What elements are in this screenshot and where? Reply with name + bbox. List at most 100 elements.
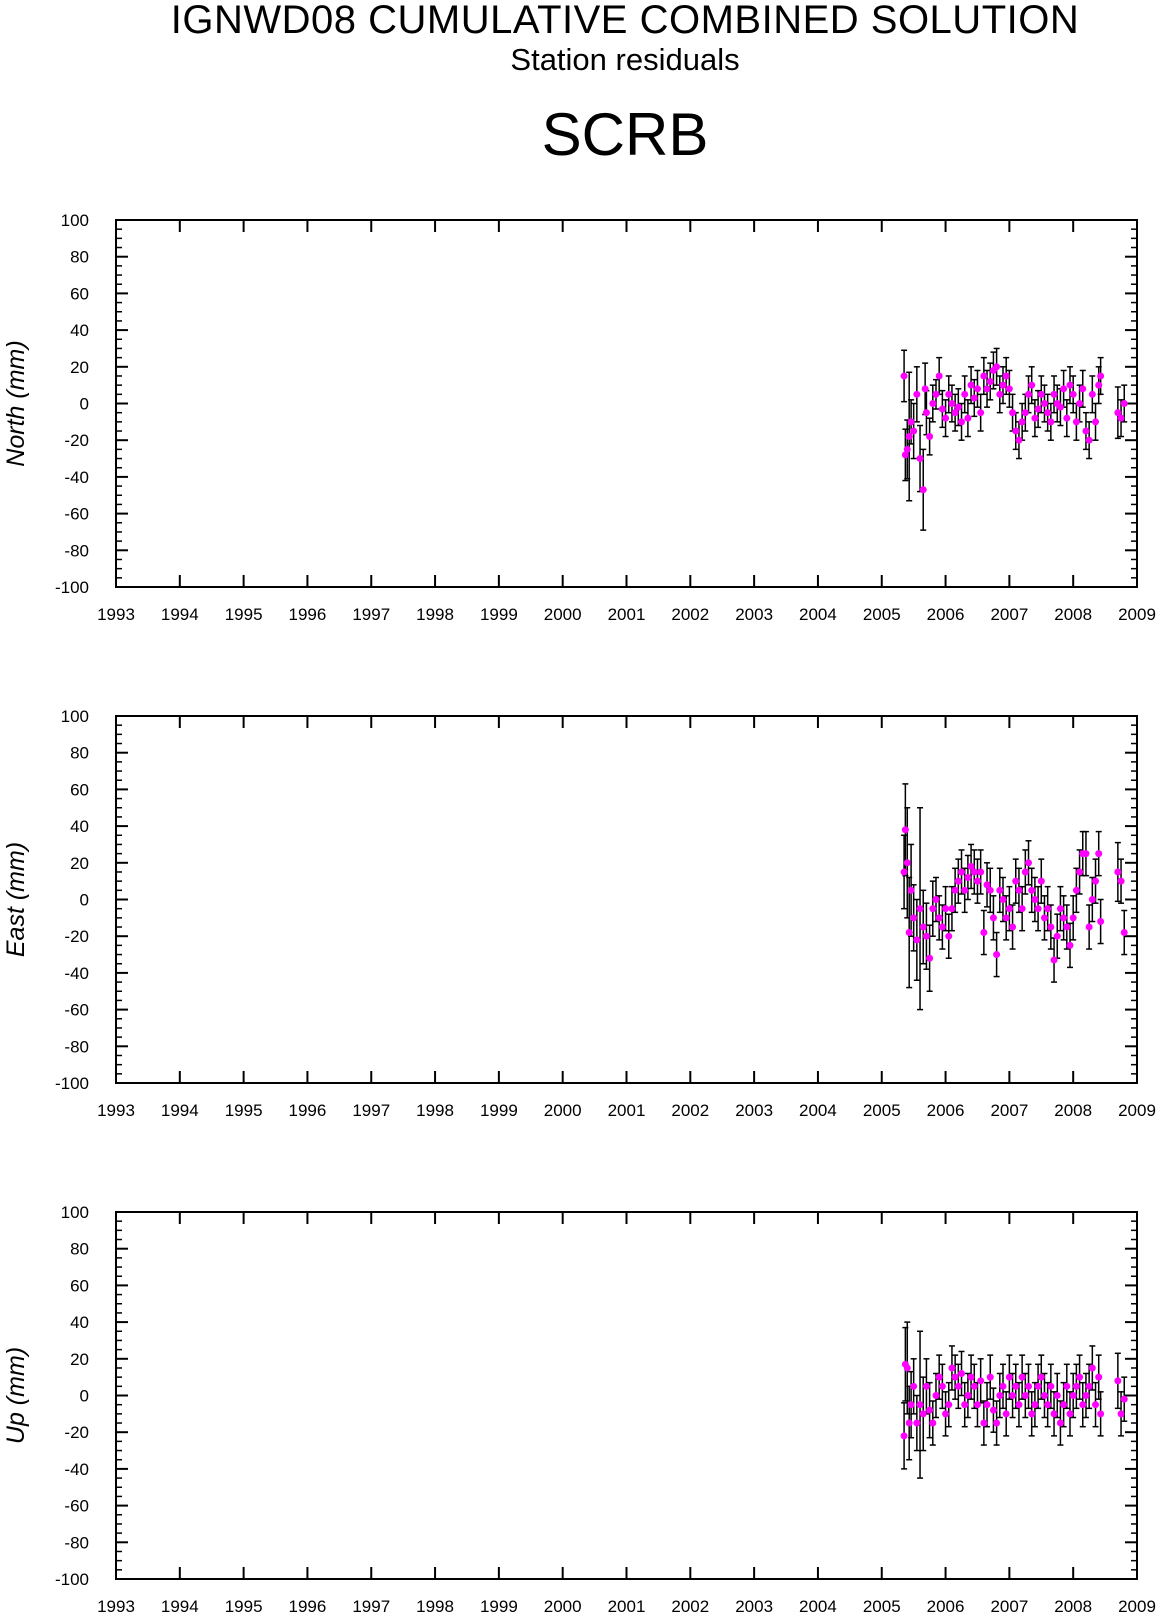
y-tick-label: -100 [55,578,89,597]
panel-up: 1993 1994 1995 1996 1997 1998 1999 2000 2001 2002… [2,1203,1156,1616]
data-point [1034,905,1042,913]
x-tick-label: 2000 [544,1101,582,1120]
y-tick-label: 40 [70,817,89,836]
data-point [1072,886,1080,894]
data-point [1063,414,1071,422]
plot-frame [115,1211,1138,1580]
y-tick-label: 40 [70,321,89,340]
data-point [986,886,994,894]
data-point [967,381,975,389]
data-point [905,433,913,441]
x-tick-label: 2007 [990,1101,1028,1120]
data-point [970,394,978,402]
data-point [970,868,978,876]
x-tick-label: 1999 [480,605,518,624]
y-tick-label: -80 [64,541,89,560]
data-point [926,1406,934,1414]
data-point [907,1401,915,1409]
x-tick-label: 2004 [799,1101,837,1120]
data-point [1044,409,1052,417]
data-point [954,877,962,885]
data-point [1114,868,1122,876]
data-point [993,951,1001,959]
data-point [1095,850,1103,858]
data-point [980,1419,988,1427]
y-tick-label: 60 [70,780,89,799]
data-point [929,905,937,913]
data-point [945,1401,953,1409]
data-point [903,859,911,867]
data-point [1012,1382,1020,1390]
y-tick-label: -60 [64,1497,89,1516]
data-point [907,418,915,426]
y-tick-label: 100 [61,1203,89,1222]
y-tick-label: 20 [70,358,89,377]
x-tick-label: 1995 [225,1101,263,1120]
data-point [1072,1382,1080,1390]
data-point [1088,896,1096,903]
data-point [983,385,991,393]
x-tick-label: 2003 [735,1597,773,1616]
station-name: SCRB [541,101,709,168]
data-point [964,1392,972,1399]
data-point [1009,1392,1017,1399]
data-point [996,1392,1004,1399]
data-point [964,873,972,881]
x-tick-label: 2002 [671,605,709,624]
data-point [907,886,915,894]
data-point [910,427,918,435]
chart-title: IGNWD08 CUMULATIVE COMBINED SOLUTION [170,0,1080,42]
data-point [996,886,1004,894]
data-point [1002,1410,1010,1418]
data-point [1037,390,1045,398]
data-point [1025,390,1033,398]
data-point [926,433,934,441]
data-point [1117,1410,1125,1418]
data-point [1085,923,1093,931]
x-tick-label: 1996 [289,1597,327,1616]
data-point [986,1373,994,1381]
data-point [951,409,959,417]
data-point [1028,1410,1036,1418]
x-tick-label: 2001 [608,1101,646,1120]
data-point [913,390,921,398]
x-tick-label: 1997 [352,1597,390,1616]
data-point [996,390,1004,398]
data-point [913,1419,921,1427]
y-tick-label: 0 [80,395,89,414]
x-tick-label: 2009 [1118,1101,1156,1120]
data-point [1028,381,1036,389]
y-tick-label: -40 [64,468,89,487]
data-point [1040,914,1048,922]
data-point [1076,1373,1084,1381]
data-point [910,1382,918,1390]
data-point [1066,381,1074,389]
data-point [1015,436,1023,444]
data-point [1050,1410,1058,1418]
y-tick-label: 80 [70,248,89,267]
data-point [977,1377,985,1385]
y-tick-label: 40 [70,1313,89,1332]
data-point [1021,409,1029,417]
y-axis-label: North (mm) [2,340,30,466]
x-tick-label: 1998 [416,1597,454,1616]
data-point [919,486,927,494]
data-point [916,1401,924,1409]
data-point [932,1392,940,1399]
data-point [993,363,1001,371]
x-tick-label: 2002 [671,1101,709,1120]
data-point [1092,418,1100,426]
x-tick-label: 2001 [608,1597,646,1616]
data-point [942,905,950,913]
x-tick-label: 2006 [927,1101,965,1120]
x-tick-label: 1995 [225,605,263,624]
y-tick-label: 60 [70,284,89,303]
data-point [967,1373,975,1381]
data-point [945,932,953,940]
data-point [1069,914,1077,922]
x-tick-label: 1999 [480,1597,518,1616]
y-tick-label: -80 [64,1533,89,1552]
data-point [1047,418,1055,426]
data-point [1009,409,1017,417]
data-point [1040,1392,1048,1399]
